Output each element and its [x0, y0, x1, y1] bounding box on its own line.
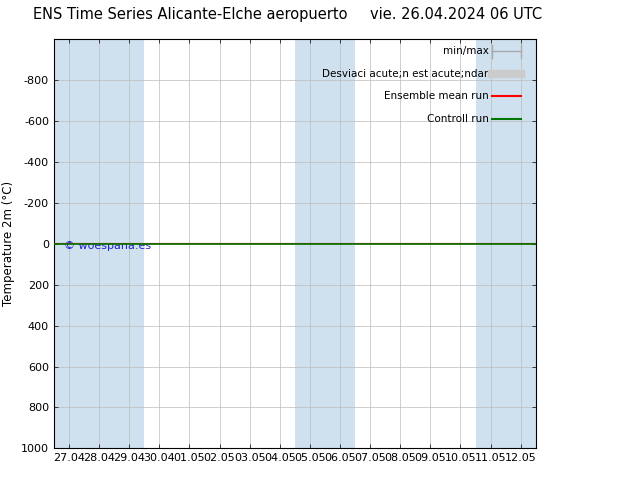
Text: Controll run: Controll run: [427, 114, 489, 124]
Y-axis label: Temperature 2m (°C): Temperature 2m (°C): [3, 181, 15, 306]
Bar: [476, 39, 536, 448]
Bar: [54, 39, 145, 448]
Text: min/max: min/max: [443, 47, 489, 56]
Text: Desviaci acute;n est acute;ndar: Desviaci acute;n est acute;ndar: [322, 69, 489, 79]
Text: © woespana.es: © woespana.es: [63, 241, 151, 251]
Text: Ensemble mean run: Ensemble mean run: [384, 92, 489, 101]
Bar: [295, 39, 355, 448]
Text: ENS Time Series Alicante-Elche aeropuerto: ENS Time Series Alicante-Elche aeropuert…: [33, 7, 347, 23]
Text: vie. 26.04.2024 06 UTC: vie. 26.04.2024 06 UTC: [370, 7, 543, 23]
